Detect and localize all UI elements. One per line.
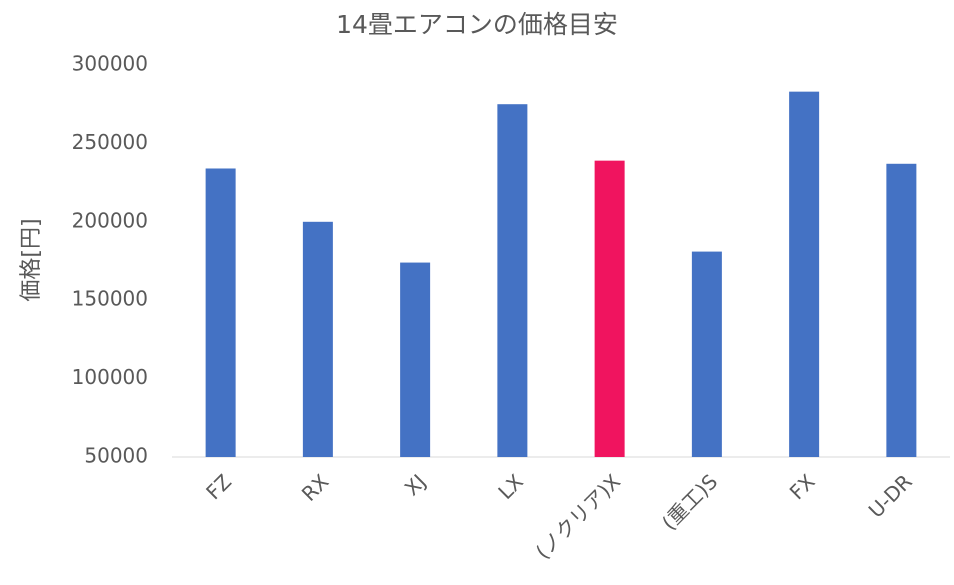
x-tick-label: XJ [400,469,431,500]
y-tick-label: 300000 [72,52,148,76]
bar [789,91,820,457]
y-axis-label: 価格[円] [19,218,44,301]
y-tick-label: 250000 [72,130,148,154]
y-tick-label: 200000 [72,208,148,232]
y-tick-label: 100000 [72,365,148,389]
x-tick-label: (重工)S [657,469,722,534]
x-tick-label: U-DR [864,469,917,522]
bar [691,251,722,457]
bar [497,104,528,457]
y-tick-label: 50000 [84,444,148,468]
x-tick-label: FX [785,469,820,504]
chart-title: 14畳エアコンの価格目安 [336,10,618,39]
x-tick-label: LX [493,469,528,504]
x-tick-label: (ノクリア)X [531,469,625,563]
x-tick-label: RX [297,469,334,506]
bar [886,163,917,457]
x-tick-label: FZ [201,469,236,504]
bar [594,160,625,457]
bar [400,262,431,457]
y-tick-label: 150000 [72,287,148,311]
bar [205,168,236,457]
bar [302,221,333,457]
